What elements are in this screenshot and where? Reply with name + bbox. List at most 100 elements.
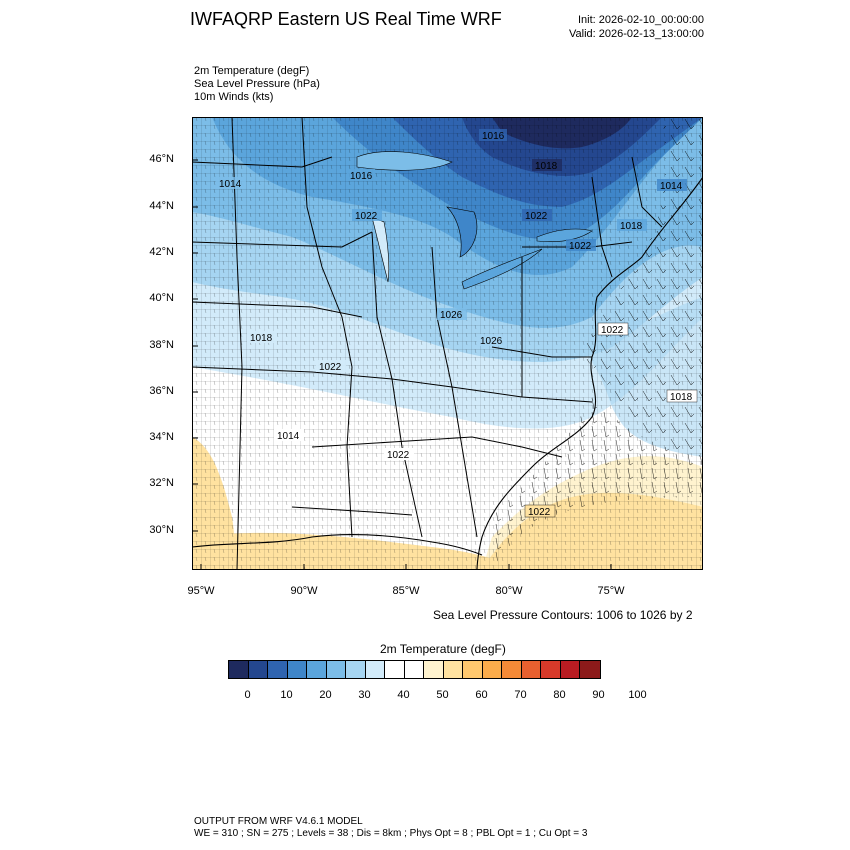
pressure-label: 1018 <box>247 331 277 344</box>
pressure-label: 1018 <box>666 389 698 403</box>
colorbar-swatch <box>229 661 249 678</box>
pressure-label: 1014 <box>216 177 246 190</box>
colorbar-tick-label: 40 <box>397 689 410 701</box>
svg-text:1026: 1026 <box>480 336 503 347</box>
pressure-label: 1022 <box>352 209 382 222</box>
svg-text:1016: 1016 <box>350 171 373 182</box>
lake-huron <box>446 206 478 258</box>
svg-text:1022: 1022 <box>528 507 551 518</box>
svg-text:1014: 1014 <box>277 431 300 442</box>
svg-text:1022: 1022 <box>525 211 548 222</box>
colorbar-swatch <box>424 661 444 678</box>
lat-label-30: 30°N <box>149 524 174 536</box>
pressure-label: 1022 <box>597 322 629 336</box>
colorbar-swatch <box>521 661 541 678</box>
pressure-label: 1022 <box>316 360 346 373</box>
lat-label-40: 40°N <box>149 292 174 304</box>
svg-text:1022: 1022 <box>569 241 592 252</box>
pressure-label: 1026 <box>437 308 467 321</box>
variable-temperature: 2m Temperature (degF) <box>194 65 310 77</box>
pressure-label: 1022 <box>384 448 414 461</box>
pressure-label: 1022 <box>566 239 596 252</box>
pressure-label: 1026 <box>477 334 507 347</box>
wind-barbs-south <box>492 397 703 570</box>
colorbar-swatch <box>385 661 405 678</box>
svg-text:1016: 1016 <box>482 131 505 142</box>
colorbar <box>228 660 601 679</box>
svg-text:1022: 1022 <box>601 325 624 336</box>
colorbar-swatch <box>268 661 288 678</box>
pressure-label: 1022 <box>524 504 556 518</box>
colorbar-tick-label: 80 <box>553 689 566 701</box>
colorbar-tick-label: 50 <box>436 689 449 701</box>
svg-text:1022: 1022 <box>387 450 410 461</box>
lon-label-90: 90°W <box>290 585 318 597</box>
footer-model-line: OUTPUT FROM WRF V4.6.1 MODEL <box>194 816 363 827</box>
pressure-contours: 1014 1016 1016 1018 1014 1022 1022 1022 … <box>216 129 698 518</box>
lon-label-80: 80°W <box>495 585 523 597</box>
svg-text:1018: 1018 <box>535 161 558 172</box>
lake-ontario <box>536 228 593 242</box>
lat-label-38: 38°N <box>149 339 174 351</box>
colorbar-swatch <box>502 661 522 678</box>
map-title: IWFAQRP Eastern US Real Time WRF <box>190 9 502 29</box>
lat-label-36: 36°N <box>149 385 174 397</box>
atlantic-coastline <box>476 176 703 570</box>
lake-michigan <box>371 216 390 283</box>
variable-pressure: Sea Level Pressure (hPa) <box>194 78 320 90</box>
pressure-label: 1018 <box>617 219 647 232</box>
lat-label-32: 32°N <box>149 477 174 489</box>
colorbar-swatch <box>287 661 307 678</box>
wind-barbs-ocean <box>582 117 703 457</box>
lat-label-44: 44°N <box>149 200 174 212</box>
pressure-label: 1014 <box>274 429 304 442</box>
colorbar-tick-label: 70 <box>514 689 527 701</box>
colorbar-tick-label: 30 <box>358 689 371 701</box>
lat-label-42: 42°N <box>149 246 174 258</box>
colorbar-swatch <box>443 661 463 678</box>
colorbar-swatch <box>463 661 483 678</box>
pressure-label: 1016 <box>479 129 507 142</box>
svg-text:1022: 1022 <box>319 362 342 373</box>
colorbar-swatch <box>541 661 561 678</box>
svg-text:1022: 1022 <box>355 211 378 222</box>
valid-time: Valid: 2026-02-13_13:00:00 <box>569 28 704 40</box>
colorbar-swatch <box>307 661 327 678</box>
colorbar-swatch <box>326 661 346 678</box>
colorbar-tick-label: 90 <box>592 689 605 701</box>
map-panel: 1014 1016 1016 1018 1014 1022 1022 1022 … <box>192 117 703 570</box>
contour-note: Sea Level Pressure Contours: 1006 to 102… <box>433 608 693 622</box>
variable-winds: 10m Winds (kts) <box>194 91 274 103</box>
lon-label-95: 95°W <box>187 585 215 597</box>
pressure-label: 1022 <box>522 209 552 222</box>
colorbar-swatch <box>560 661 580 678</box>
colorbar-tick-label: 20 <box>319 689 332 701</box>
colorbar-swatch <box>404 661 424 678</box>
pressure-label: 1018 <box>532 159 562 172</box>
lon-label-75: 75°W <box>597 585 625 597</box>
svg-text:1018: 1018 <box>670 392 693 403</box>
pressure-label: 1016 <box>347 169 375 182</box>
lake-superior <box>356 151 453 171</box>
init-time: Init: 2026-02-10_00:00:00 <box>578 14 704 26</box>
svg-text:1018: 1018 <box>250 333 273 344</box>
svg-text:1018: 1018 <box>620 221 643 232</box>
colorbar-swatch <box>580 661 600 678</box>
variable-list: 2m Temperature (degF) Sea Level Pressure… <box>194 65 320 104</box>
init-valid-times: Init: 2026-02-10_00:00:00 Valid: 2026-02… <box>569 13 704 41</box>
colorbar-swatch <box>346 661 366 678</box>
svg-text:1026: 1026 <box>440 310 463 321</box>
colorbar-tick-label: 0 <box>244 689 251 701</box>
lat-label-34: 34°N <box>149 431 174 443</box>
colorbar-swatch <box>248 661 268 678</box>
colorbar-swatch <box>365 661 385 678</box>
svg-text:1014: 1014 <box>660 181 683 192</box>
colorbar-tick-label: 10 <box>280 689 293 701</box>
pressure-label: 1014 <box>657 179 687 192</box>
footer-config-line: WE = 310 ; SN = 275 ; Levels = 38 ; Dis … <box>194 828 588 839</box>
lon-label-85: 85°W <box>392 585 420 597</box>
model-footer: OUTPUT FROM WRF V4.6.1 MODEL WE = 310 ; … <box>194 816 587 840</box>
colorbar-title: 2m Temperature (degF) <box>380 642 506 656</box>
colorbar-tick-label: 60 <box>475 689 488 701</box>
colorbar-tick-label: 100 <box>628 689 647 701</box>
